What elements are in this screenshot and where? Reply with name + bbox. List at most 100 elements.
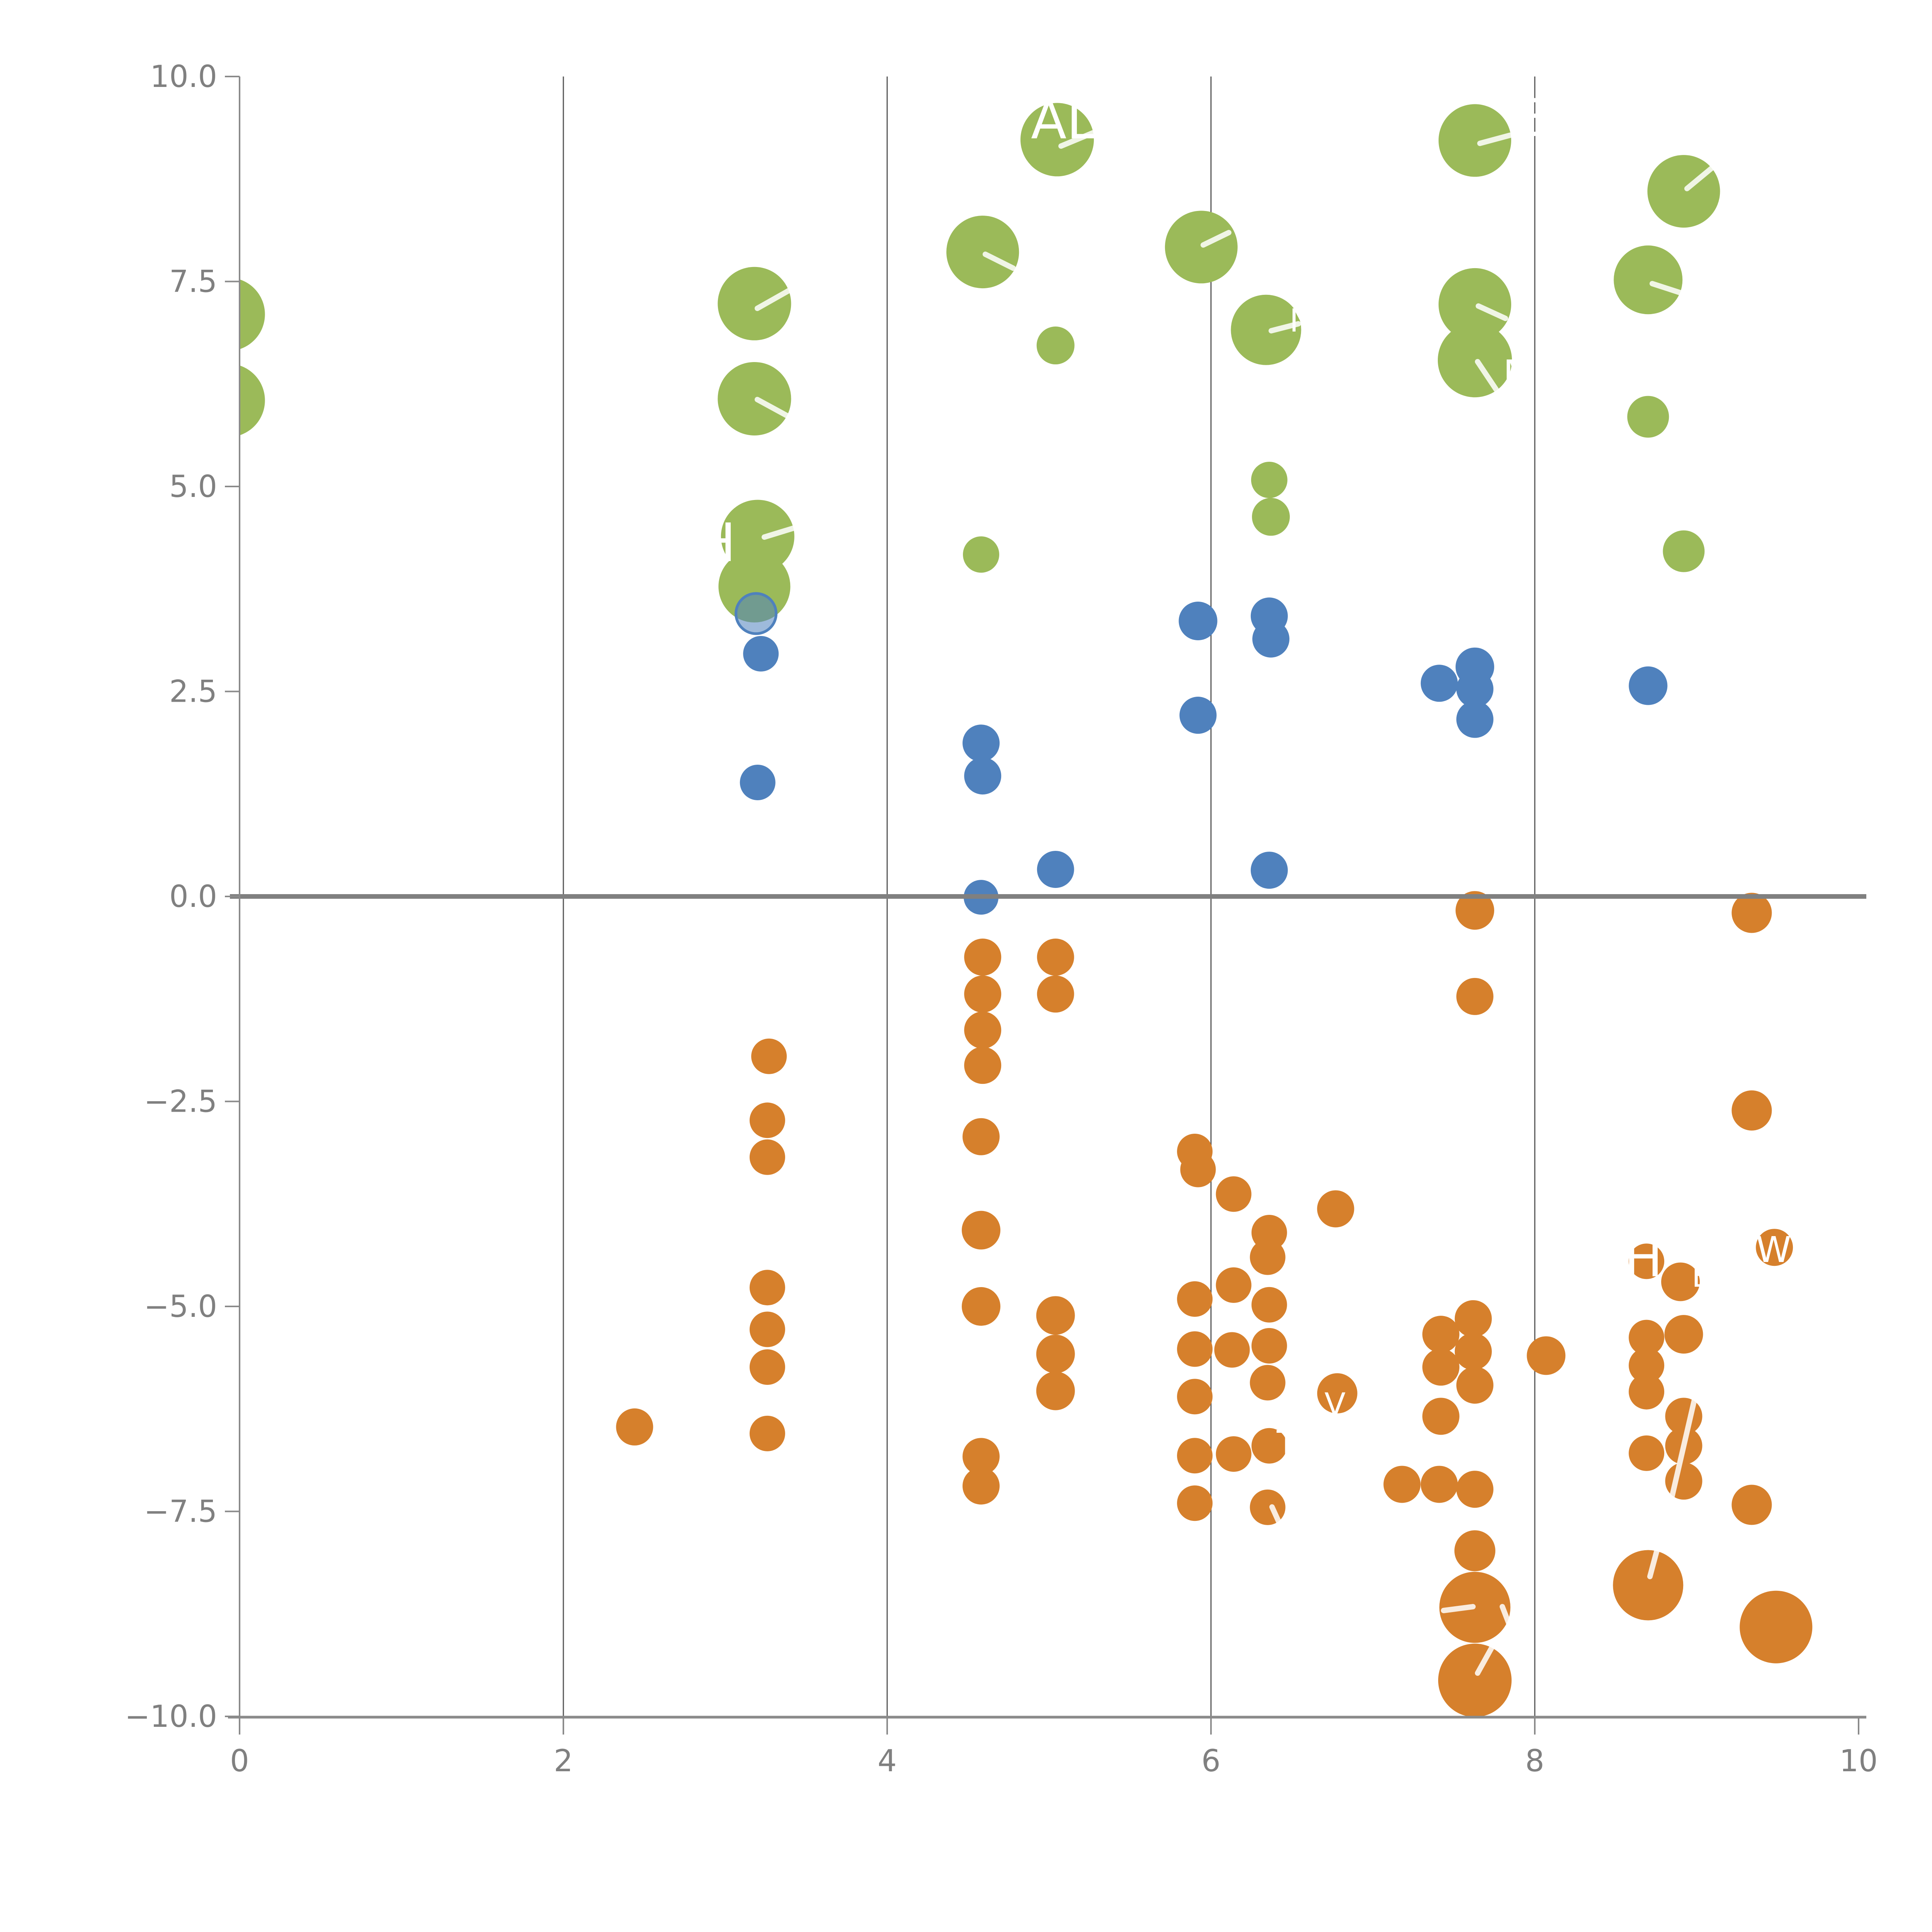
bubble-orange <box>1216 1176 1252 1212</box>
bubble-green <box>1036 327 1075 365</box>
bubble-green <box>1231 294 1301 365</box>
bubble-orange <box>749 1349 785 1385</box>
label-leader-line <box>1650 281 1684 296</box>
bubble-orange <box>1251 1287 1287 1323</box>
bubble-orange <box>1214 1332 1250 1368</box>
bubble-orange <box>1383 1466 1421 1503</box>
label-leader-line <box>1058 130 1095 149</box>
x-tick-label: 8 <box>1525 1744 1544 1779</box>
bubble-orange <box>1438 1643 1512 1717</box>
x-tick-label: 10 <box>1839 1744 1878 1779</box>
label-leader-line <box>1477 133 1513 146</box>
bubble-orange <box>1629 1347 1665 1383</box>
bubble-orange <box>1629 1435 1665 1471</box>
label-leader-line <box>755 286 796 311</box>
bubble-orange <box>749 1415 785 1451</box>
label-leader-line <box>1684 163 1717 191</box>
bubble-orange <box>1613 1550 1684 1621</box>
bubble-blue <box>1629 666 1668 705</box>
axes-layer: 10.0 7.5 5.0 2.5 0.0 −2.5 −5.0 −7.5 −10.0 0 2 4 6 8 10 <box>125 60 1878 1779</box>
bubble-green <box>1252 498 1290 536</box>
bubble-orange <box>1036 1371 1075 1410</box>
bubble-green <box>1438 268 1511 341</box>
bubble-orange <box>1420 1466 1458 1503</box>
bubble-orange <box>1177 1379 1213 1415</box>
bubble-green <box>1627 396 1669 438</box>
bubble-blue <box>964 757 1002 795</box>
bubble-orange <box>1456 978 1493 1015</box>
bubble-green <box>1614 245 1683 315</box>
bubble-orange <box>1317 1190 1354 1228</box>
series-orange <box>616 891 1813 1717</box>
x-tick-label: 4 <box>878 1744 897 1779</box>
bubble-label: B <box>1515 88 1551 148</box>
bubble-orange <box>962 1211 1001 1250</box>
bubble-blue <box>1252 620 1290 658</box>
bubble-blue <box>1037 850 1074 888</box>
bubble-blue <box>735 592 778 635</box>
series-green <box>240 103 1720 622</box>
label-leader-line <box>1500 1604 1514 1633</box>
bubble-orange <box>1422 1398 1459 1435</box>
bubble-orange <box>1177 1281 1213 1317</box>
bubble-green <box>946 216 1019 289</box>
bubble-orange <box>1454 1333 1492 1370</box>
bubble-green <box>1020 103 1094 177</box>
label-leader-line <box>1269 1504 1289 1542</box>
label-leader-line <box>755 397 795 421</box>
bubble-orange <box>1036 1335 1075 1374</box>
bubble-label: M <box>1503 353 1535 395</box>
x-tick-label: 6 <box>1201 1744 1221 1779</box>
label-leader-line <box>1475 359 1499 392</box>
bubble-orange <box>963 1438 1000 1475</box>
bubble-orange <box>1317 1373 1357 1413</box>
bubble-orange <box>1250 1239 1286 1275</box>
y-tick-label: −5.0 <box>144 1289 217 1324</box>
bubble-green <box>1663 530 1705 572</box>
bubble-orange <box>1731 1485 1772 1525</box>
label-leader-line <box>1669 1392 1698 1501</box>
bubble-green <box>718 267 791 340</box>
bubble-orange <box>963 1467 1000 1505</box>
y-tick-label: 10.0 <box>150 60 217 94</box>
bubble-green <box>1251 462 1287 498</box>
bubble-orange <box>1036 1296 1075 1335</box>
bubble-orange <box>1456 1471 1493 1508</box>
bubble-orange <box>1454 1300 1492 1337</box>
bubble-label: W <box>1756 1229 1791 1270</box>
bubble-orange <box>1216 1436 1252 1472</box>
bubble-orange <box>964 1047 1002 1084</box>
series-blue <box>735 592 1668 915</box>
bubble-orange <box>1456 1366 1493 1404</box>
bubble-orange <box>1731 1090 1772 1131</box>
y-tick-label: 7.5 <box>169 265 217 299</box>
bubble-blue <box>1420 665 1458 702</box>
bubble-orange <box>1455 891 1494 930</box>
bubble-label: B <box>1692 1258 1713 1294</box>
bubble-blue <box>1179 697 1217 734</box>
x-tick-label: 2 <box>554 1744 573 1779</box>
bubble-orange <box>1251 1328 1287 1364</box>
bubble-label: H <box>1624 1229 1663 1289</box>
bubble-orange <box>964 1011 1002 1049</box>
label-leader-line <box>1441 1604 1476 1613</box>
bubble-green <box>240 366 265 435</box>
bubble-blue <box>963 724 1000 762</box>
bubble-green <box>1437 323 1512 398</box>
bubble-orange <box>1250 1365 1286 1401</box>
bubble-label: H <box>696 512 736 574</box>
bubble-orange <box>1454 1530 1495 1571</box>
bubble-blue <box>743 636 779 672</box>
bubble-blue <box>1250 852 1288 889</box>
bubble-green <box>1165 211 1238 284</box>
bubble-green <box>963 536 1000 573</box>
bubble-orange <box>1756 1229 1793 1266</box>
label-leader-line <box>1475 1643 1496 1676</box>
y-tick-label: 5.0 <box>169 469 217 504</box>
label-leader-line <box>1269 321 1301 333</box>
label-leader-line <box>1647 1542 1661 1579</box>
bubble-label: T <box>1276 1424 1297 1462</box>
bubble-orange <box>1037 975 1074 1013</box>
